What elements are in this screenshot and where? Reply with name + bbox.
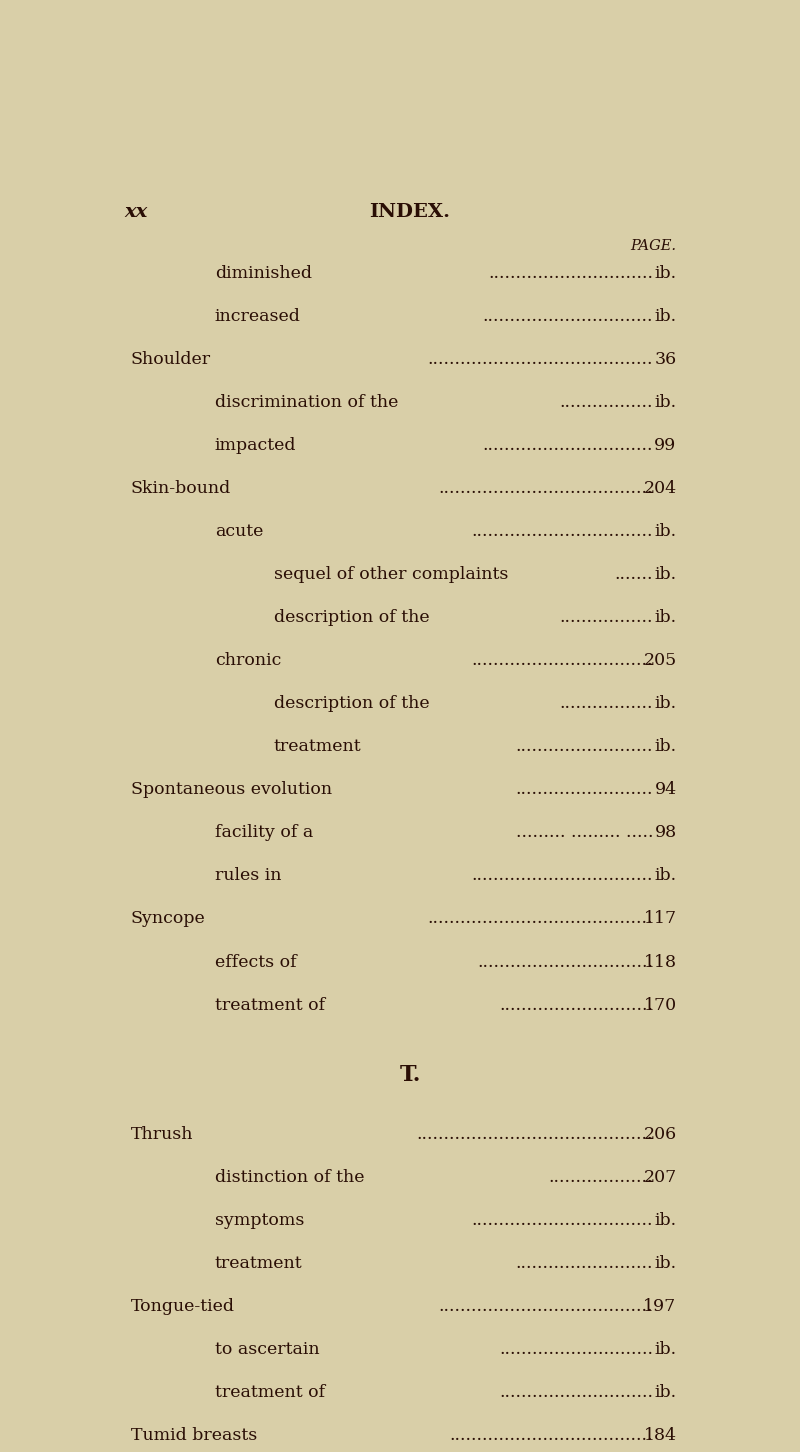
Text: 197: 197 xyxy=(643,1298,677,1316)
Text: impacted: impacted xyxy=(214,437,296,454)
Text: .................: ................. xyxy=(559,393,653,411)
Text: 206: 206 xyxy=(643,1125,677,1143)
Text: 99: 99 xyxy=(654,437,677,454)
Text: 207: 207 xyxy=(643,1169,677,1186)
Text: .......................................: ....................................... xyxy=(438,481,653,497)
Text: effects of: effects of xyxy=(214,954,296,970)
Text: .........................................: ........................................… xyxy=(427,910,653,928)
Text: treatment: treatment xyxy=(274,738,362,755)
Text: .................: ................. xyxy=(559,696,653,713)
Text: Shoulder: Shoulder xyxy=(131,351,211,367)
Text: ...........................................: ........................................… xyxy=(417,1125,653,1143)
Text: ib.: ib. xyxy=(654,393,677,411)
Text: ib.: ib. xyxy=(654,610,677,626)
Text: 94: 94 xyxy=(654,781,677,799)
Text: ib.: ib. xyxy=(654,264,677,282)
Text: distinction of the: distinction of the xyxy=(214,1169,364,1186)
Text: Syncope: Syncope xyxy=(131,910,206,928)
Text: T.: T. xyxy=(399,1064,421,1086)
Text: treatment of: treatment of xyxy=(214,1384,325,1401)
Text: ................................: ................................ xyxy=(477,954,653,970)
Text: treatment: treatment xyxy=(214,1255,302,1272)
Text: ib.: ib. xyxy=(654,566,677,584)
Text: chronic: chronic xyxy=(214,652,281,669)
Text: Tumid breasts: Tumid breasts xyxy=(131,1427,258,1443)
Text: 117: 117 xyxy=(643,910,677,928)
Text: INDEX.: INDEX. xyxy=(370,203,450,221)
Text: ...............................: ............................... xyxy=(482,437,653,454)
Text: increased: increased xyxy=(214,308,301,325)
Text: ......... ......... .....: ......... ......... ..... xyxy=(515,825,653,841)
Text: facility of a: facility of a xyxy=(214,825,313,841)
Text: ib.: ib. xyxy=(654,696,677,713)
Text: ............................: ............................ xyxy=(499,996,653,1013)
Text: .................................: ................................. xyxy=(471,523,653,540)
Text: .................................: ................................. xyxy=(471,652,653,669)
Text: acute: acute xyxy=(214,523,263,540)
Text: Tongue-tied: Tongue-tied xyxy=(131,1298,235,1316)
Text: 98: 98 xyxy=(654,825,677,841)
Text: 170: 170 xyxy=(643,996,677,1013)
Text: ib.: ib. xyxy=(654,1255,677,1272)
Text: symptoms: symptoms xyxy=(214,1212,304,1228)
Text: sequel of other complaints: sequel of other complaints xyxy=(274,566,508,584)
Text: ib.: ib. xyxy=(654,738,677,755)
Text: ib.: ib. xyxy=(654,308,677,325)
Text: .................................: ................................. xyxy=(471,867,653,884)
Text: .........................: ......................... xyxy=(515,738,653,755)
Text: 205: 205 xyxy=(643,652,677,669)
Text: .................................: ................................. xyxy=(471,1212,653,1228)
Text: ...................: ................... xyxy=(549,1169,653,1186)
Text: .......................................: ....................................... xyxy=(438,1298,653,1316)
Text: ...............................: ............................... xyxy=(482,308,653,325)
Text: description of the: description of the xyxy=(274,610,430,626)
Text: PAGE.: PAGE. xyxy=(630,240,677,253)
Text: .........................................: ........................................… xyxy=(427,351,653,367)
Text: discrimination of the: discrimination of the xyxy=(214,393,398,411)
Text: xx: xx xyxy=(125,203,148,221)
Text: description of the: description of the xyxy=(274,696,430,713)
Text: Thrush: Thrush xyxy=(131,1125,194,1143)
Text: ..............................: .............................. xyxy=(488,264,653,282)
Text: ............................: ............................ xyxy=(499,1384,653,1401)
Text: rules in: rules in xyxy=(214,867,282,884)
Text: .................: ................. xyxy=(559,610,653,626)
Text: ib.: ib. xyxy=(654,1384,677,1401)
Text: .......: ....... xyxy=(614,566,653,584)
Text: Skin-bound: Skin-bound xyxy=(131,481,231,497)
Text: 36: 36 xyxy=(654,351,677,367)
Text: ib.: ib. xyxy=(654,1340,677,1358)
Text: diminished: diminished xyxy=(214,264,312,282)
Text: ............................: ............................ xyxy=(499,1340,653,1358)
Text: Spontaneous evolution: Spontaneous evolution xyxy=(131,781,332,799)
Text: ib.: ib. xyxy=(654,867,677,884)
Text: 184: 184 xyxy=(643,1427,677,1443)
Text: to ascertain: to ascertain xyxy=(214,1340,319,1358)
Text: 204: 204 xyxy=(643,481,677,497)
Text: ib.: ib. xyxy=(654,1212,677,1228)
Text: 118: 118 xyxy=(643,954,677,970)
Text: treatment of: treatment of xyxy=(214,996,325,1013)
Text: ib.: ib. xyxy=(654,523,677,540)
Text: .........................: ......................... xyxy=(515,1255,653,1272)
Text: .........................: ......................... xyxy=(515,781,653,799)
Text: .....................................: ..................................... xyxy=(450,1427,653,1443)
